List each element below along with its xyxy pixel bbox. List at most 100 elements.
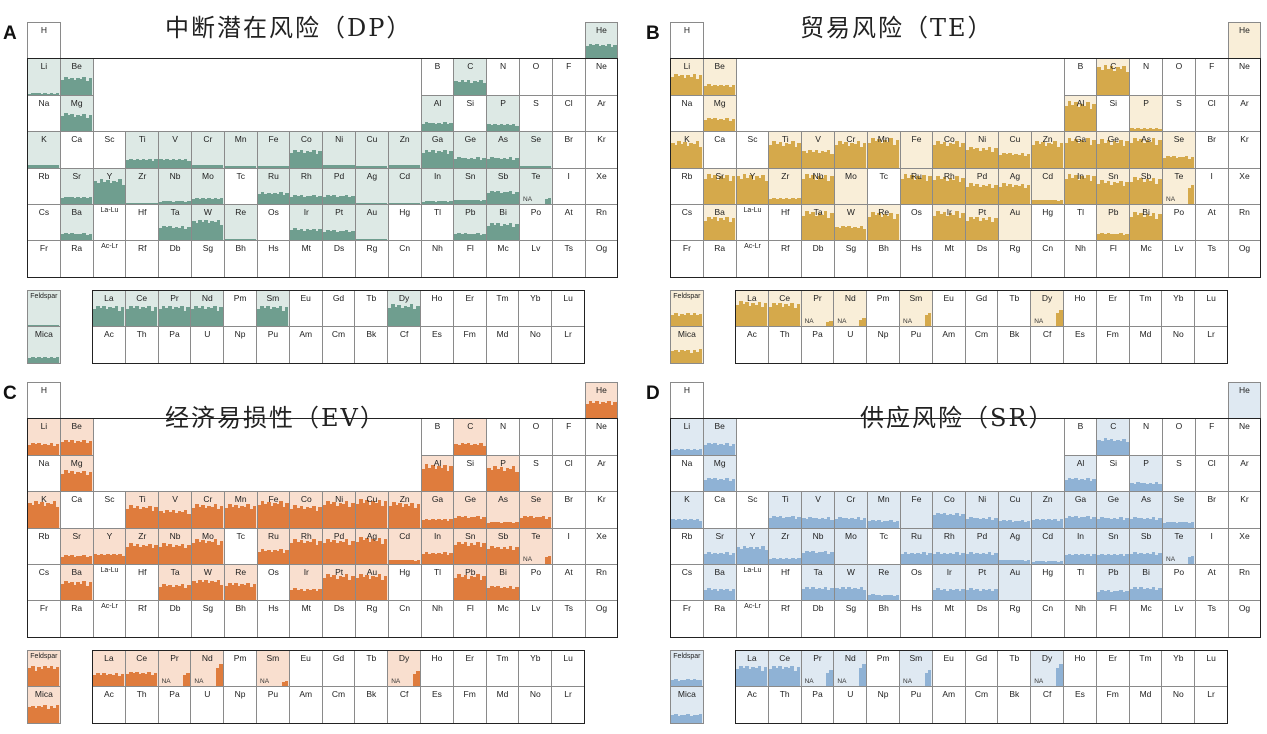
element-cell-h: H	[27, 382, 61, 420]
risk-bar	[794, 559, 798, 564]
risk-bar	[302, 230, 307, 241]
risk-bar	[716, 445, 720, 455]
risk-bar	[394, 306, 399, 327]
risk-bar	[472, 517, 477, 528]
na-label: NA	[804, 678, 814, 686]
risk-bar	[713, 118, 717, 132]
element-symbol: U	[847, 689, 854, 700]
element-cell-sb: Sb	[1129, 167, 1163, 205]
element-symbol: Yb	[1173, 293, 1184, 303]
element-symbol: Rb	[38, 170, 50, 181]
risk-bar	[234, 239, 238, 241]
element-cell-zr: Zr	[768, 167, 803, 205]
risk-bar	[1079, 554, 1084, 564]
risk-bar	[1050, 561, 1054, 564]
risk-bar	[954, 588, 959, 601]
risk-bar	[814, 553, 819, 564]
risk-bar	[1086, 138, 1090, 168]
risk-bar	[1118, 180, 1123, 204]
risk-bar	[99, 674, 103, 687]
risk-bar	[415, 671, 420, 687]
risk-bar	[936, 210, 941, 241]
element-symbol: Np	[234, 689, 246, 700]
risk-bar	[144, 508, 149, 528]
risk-bar	[499, 159, 504, 168]
risk-bar	[817, 519, 822, 528]
element-cell-ge: Ge	[453, 491, 488, 529]
risk-bar	[293, 149, 298, 168]
element-symbol: Nb	[812, 530, 824, 541]
element-symbol: Db	[169, 603, 181, 614]
risk-bar	[380, 202, 385, 204]
element-cell-bi: Bi	[1129, 204, 1163, 242]
element-cell-in: In	[420, 527, 455, 565]
risk-bar	[180, 159, 185, 168]
risk-bar	[1139, 138, 1144, 168]
element-symbol: Tm	[496, 293, 509, 303]
risk-bar	[1109, 555, 1114, 564]
element-cell-tb: Tb	[997, 650, 1032, 688]
element-cell-n: N	[1129, 58, 1163, 96]
risk-bar	[826, 672, 830, 687]
risk-bar	[529, 166, 533, 168]
risk-bar	[1187, 523, 1192, 528]
element-cell-fr: Fr	[27, 600, 61, 638]
risk-bar	[772, 140, 777, 168]
risk-bar	[880, 217, 884, 241]
element-cell-as: As	[486, 131, 520, 169]
element-symbol: Nh	[1075, 603, 1086, 614]
risk-bar	[802, 151, 806, 168]
element-cell-ti: Ti	[768, 491, 803, 529]
risk-bar	[1014, 559, 1019, 564]
risk-bar	[368, 202, 372, 204]
risk-bar	[1103, 518, 1108, 528]
risk-bar	[82, 77, 87, 95]
element-cell-pb: Pb	[1096, 204, 1131, 242]
risk-bar	[257, 166, 262, 168]
element-cell-f: F	[551, 418, 586, 456]
element-cell-lr: Lr	[1194, 686, 1228, 724]
element-cell-am: Am	[931, 326, 966, 364]
risk-bar	[487, 124, 491, 132]
element-cell-pm: Pm	[223, 290, 257, 328]
risk-bar	[85, 443, 90, 455]
element-cell-ca: Ca	[702, 491, 737, 529]
element-symbol: Ni	[978, 134, 987, 145]
risk-bar	[496, 586, 501, 601]
risk-bar	[692, 448, 697, 455]
element-cell-pu: Pu	[899, 686, 933, 724]
risk-bar	[794, 199, 798, 204]
risk-bar	[514, 547, 519, 564]
risk-bar	[975, 517, 980, 528]
risk-bar	[285, 550, 289, 564]
element-symbol: Gd	[975, 653, 988, 663]
element-symbol: La	[747, 653, 757, 663]
risk-bar	[508, 124, 513, 132]
risk-bar	[1163, 522, 1167, 528]
risk-bar	[999, 155, 1003, 168]
element-cell-dy: NA Dy	[1030, 650, 1064, 688]
risk-bar	[377, 574, 382, 601]
risk-bar	[34, 325, 38, 327]
element-symbol: U	[204, 689, 211, 700]
element-symbol: Ce	[779, 293, 791, 303]
risk-bar	[398, 503, 402, 528]
risk-bar	[219, 164, 224, 168]
element-cell-fe: Fe	[899, 491, 934, 529]
risk-bar	[604, 403, 608, 419]
risk-bar	[132, 545, 137, 564]
risk-bar	[1097, 184, 1102, 204]
risk-bar	[60, 116, 65, 132]
risk-bar	[984, 149, 989, 168]
element-cell-be: Be	[702, 58, 737, 96]
element-symbol: Pt	[978, 207, 987, 217]
element-symbol: Fm	[463, 689, 476, 700]
risk-bar	[969, 552, 973, 564]
risk-bar	[383, 539, 388, 564]
element-cell-la: La	[92, 650, 126, 688]
element-cell-fr: Fr	[670, 240, 704, 278]
element-symbol: Np	[877, 689, 889, 700]
risk-bar	[972, 518, 977, 528]
risk-bar	[1112, 517, 1117, 528]
element-cell-v: V	[801, 491, 835, 529]
